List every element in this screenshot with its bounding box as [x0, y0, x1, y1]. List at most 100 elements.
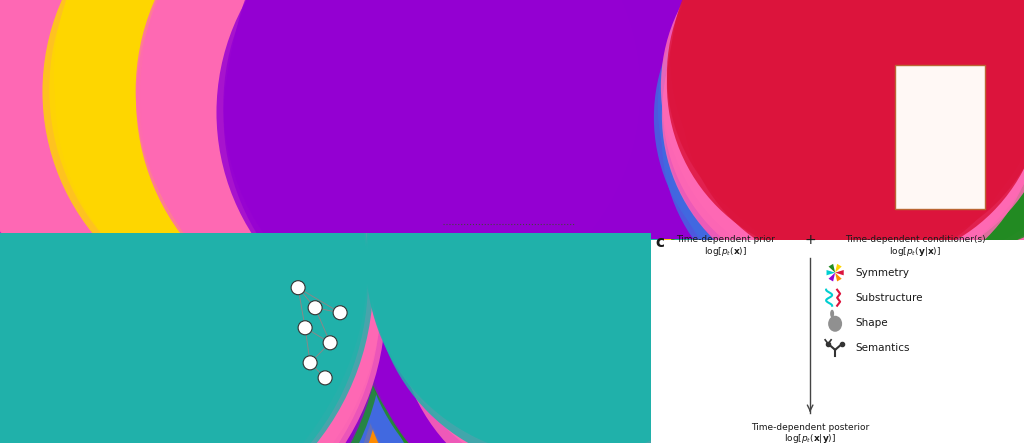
Point: [200, 200, 216, 207]
Point: [306, 128, 323, 135]
Point: [606, 150, 623, 157]
Point: [89, 362, 105, 369]
Point: [609, 107, 626, 114]
Point: [57, 275, 74, 282]
Point: [286, 135, 302, 142]
Point: [383, 147, 399, 154]
Point: [88, 291, 104, 298]
Point: [613, 128, 630, 135]
Point: [288, 92, 304, 99]
Point: [937, 199, 953, 206]
Point: [574, 372, 591, 379]
Point: [180, 156, 197, 163]
Point: [76, 254, 92, 261]
Point: [559, 335, 575, 342]
Point: [838, 148, 854, 155]
Point: [592, 301, 608, 308]
Point: [465, 120, 481, 127]
Point: [189, 132, 206, 140]
Point: [208, 81, 224, 88]
Point: [618, 81, 635, 88]
Point: [221, 188, 238, 195]
Point: [120, 95, 136, 102]
Point: [441, 112, 458, 119]
Point: [932, 131, 948, 138]
Point: [396, 202, 413, 209]
Point: [41, 328, 57, 335]
Point: [572, 374, 589, 381]
Point: [469, 84, 485, 91]
Point: [941, 137, 957, 144]
Point: [847, 197, 863, 204]
Point: [560, 352, 577, 359]
Point: [390, 120, 407, 127]
Point: [583, 404, 599, 411]
Point: [76, 354, 92, 361]
Point: [63, 399, 80, 406]
Point: [929, 135, 945, 142]
Point: [918, 100, 934, 107]
Point: [825, 173, 842, 180]
Point: [218, 154, 234, 161]
Point: [90, 358, 106, 365]
Point: [255, 94, 271, 101]
Point: [178, 115, 195, 122]
Point: [469, 138, 485, 145]
Point: [567, 376, 584, 383]
Point: [850, 102, 866, 109]
Point: [933, 197, 949, 204]
Point: [939, 102, 955, 109]
Point: [290, 102, 306, 109]
Point: [293, 125, 309, 132]
Point: [944, 150, 961, 157]
Point: [560, 258, 577, 265]
Point: [200, 114, 216, 121]
Point: [473, 83, 489, 90]
Point: [283, 127, 299, 134]
Point: [209, 196, 225, 203]
Point: [286, 203, 302, 210]
Point: [84, 123, 100, 130]
Point: [196, 168, 212, 175]
Point: [298, 268, 314, 275]
Point: [53, 394, 70, 401]
Point: [480, 139, 497, 146]
Text: Shape: Shape: [855, 318, 888, 328]
Point: [873, 151, 890, 158]
Point: [487, 177, 504, 184]
Point: [66, 293, 82, 300]
Point: [865, 204, 882, 211]
Point: [620, 94, 636, 101]
Point: [553, 109, 569, 116]
Point: [605, 178, 622, 185]
Point: [224, 114, 241, 121]
Point: [79, 174, 95, 181]
Text: Confidence-weighted
predicted inter-residue geometries: Confidence-weighted predicted inter-resi…: [231, 236, 389, 256]
Point: [629, 94, 645, 101]
Point: [834, 128, 850, 135]
Point: [313, 266, 330, 273]
Point: [941, 146, 957, 153]
Point: [562, 330, 579, 337]
Point: [281, 218, 297, 225]
Point: [397, 105, 414, 113]
Point: [249, 134, 265, 141]
Point: [843, 200, 859, 207]
Point: [364, 193, 380, 200]
Point: [383, 117, 399, 124]
Point: [596, 168, 612, 175]
Text: Substructure: Substructure: [855, 293, 923, 303]
Point: [87, 349, 103, 356]
Point: [387, 142, 403, 149]
Point: [205, 169, 221, 176]
Point: [583, 97, 599, 104]
Point: [210, 146, 226, 153]
Point: [554, 291, 570, 298]
Point: [301, 88, 317, 95]
Point: [828, 114, 845, 121]
Point: [478, 82, 495, 89]
Point: [548, 319, 564, 326]
Point: [549, 260, 565, 268]
Point: [94, 307, 111, 314]
Point: [335, 401, 351, 408]
